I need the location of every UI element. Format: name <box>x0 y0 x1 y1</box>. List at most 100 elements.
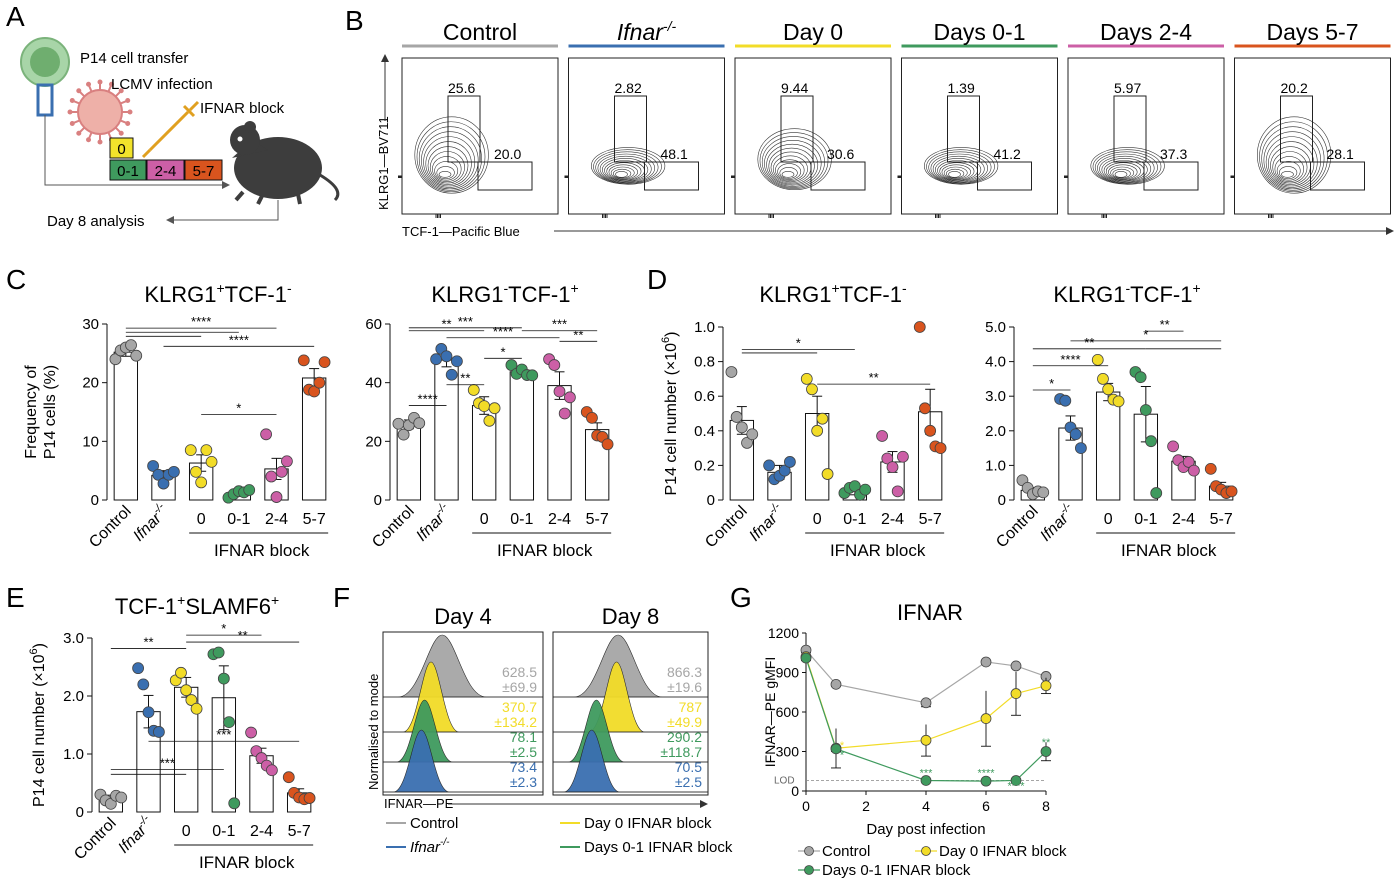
data-point-1 <box>1059 394 1072 407</box>
data-point-0 <box>397 428 410 441</box>
chart-title-D1: KLRG1+TCF-1- <box>759 280 907 307</box>
sig-label: **** <box>418 392 438 407</box>
y-tick-label: 0.4 <box>694 423 715 440</box>
flow-contour <box>923 147 999 185</box>
title-part: TCF-1 <box>508 282 570 307</box>
category-label-block: 5-7 <box>586 511 609 528</box>
data-point-3 <box>1145 435 1157 448</box>
data-point-3 <box>1134 371 1147 384</box>
legend-text: Day 0 IFNAR block <box>584 815 712 832</box>
legend-label-0: Control <box>410 815 458 832</box>
chart-title-G1: IFNAR <box>897 600 963 625</box>
category-label-block: 0 <box>813 511 822 528</box>
category-label-ifnar: Ifnar-/- <box>113 812 157 856</box>
mouse-icon <box>230 121 340 205</box>
data-point-4 <box>275 465 288 478</box>
g-sig-label: ** <box>1042 737 1051 749</box>
data-point-4 <box>881 452 894 465</box>
virus-spike-tip <box>127 109 133 115</box>
histogram-0-3 <box>383 729 543 793</box>
virus-spike-tip <box>86 137 92 143</box>
flow-contour <box>777 163 802 180</box>
series-point-0 <box>920 697 932 709</box>
g-x-tick-label: 2 <box>862 798 870 814</box>
flow-contour <box>1274 156 1305 182</box>
data-point-4 <box>876 430 888 442</box>
title-sup: - <box>287 280 292 296</box>
sig-label: ** <box>441 317 451 332</box>
flow-contour <box>615 171 628 178</box>
data-point-0 <box>746 428 759 441</box>
data-point-3 <box>217 672 230 685</box>
ylabel-line: P14 cells (%) <box>42 365 59 459</box>
series-point-0 <box>830 678 842 690</box>
ylabel-end: ) <box>31 643 48 648</box>
data-point-1 <box>1075 442 1087 455</box>
category-label-ifnar: Ifnar-/- <box>744 500 788 544</box>
gate-upper-4 <box>1113 95 1147 163</box>
y-tick-label: 30 <box>82 316 99 333</box>
bar-chart-D2: KLRG1-TCF-1+01.02.03.04.05.0 **********Co… <box>985 280 1238 560</box>
gate-upper-3 <box>947 95 980 163</box>
panel-b-x-arrowhead-icon <box>1386 227 1394 235</box>
series-line-2 <box>805 657 1047 782</box>
sig-label: **** <box>1060 352 1080 367</box>
data-point-5 <box>313 376 326 389</box>
data-point-1 <box>778 464 791 477</box>
legend-text: Days 0-1 IFNAR block <box>584 839 733 856</box>
panel-letter-g: G <box>730 582 752 613</box>
histogram-sd: ±49.9 <box>667 714 702 730</box>
data-point-4 <box>260 428 273 441</box>
data-point-5 <box>1204 462 1217 475</box>
virus-spike-tip <box>69 98 75 104</box>
timeline-line <box>44 115 225 186</box>
sig-label: **** <box>229 332 249 347</box>
data-point-0 <box>730 411 743 423</box>
data-point-4 <box>548 359 561 371</box>
gate-lower-1 <box>644 161 699 191</box>
panel-f-x-arrowhead-icon <box>700 800 708 808</box>
data-point-2 <box>483 414 496 427</box>
panel-letter-a: A <box>6 1 25 32</box>
ylabel-end: ) <box>663 332 680 337</box>
category-label-block: 2-4 <box>548 511 571 528</box>
flow-contour <box>766 143 819 186</box>
gate-upper-2 <box>780 95 814 163</box>
virus-spike-tip <box>97 79 103 85</box>
category-label-control: Control <box>86 503 134 551</box>
g-sig-label: *** <box>920 768 934 780</box>
histogram-sd: ±134.2 <box>494 714 537 730</box>
data-point-0 <box>115 791 128 804</box>
data-point-2 <box>1112 395 1125 408</box>
gate-upper-value-0: 25.6 <box>448 80 475 96</box>
sig-label: * <box>1049 376 1054 391</box>
data-point-3 <box>243 484 256 496</box>
gate-upper-value-1: 2.82 <box>615 80 642 96</box>
data-point-0 <box>741 437 753 449</box>
g-y-tick-label: 900 <box>776 665 800 681</box>
sig-label: * <box>1143 327 1148 342</box>
gate-upper-value-5: 20.2 <box>1281 80 1308 96</box>
sig-label: ** <box>460 371 470 386</box>
histogram-sd: ±2.3 <box>510 774 537 790</box>
flow-contour <box>429 151 465 184</box>
data-point-1 <box>137 678 150 691</box>
ylabel-sup: 6 <box>28 648 40 654</box>
title-sup: - <box>1125 280 1130 296</box>
data-point-4 <box>1167 440 1179 453</box>
gate-lower-value-1: 48.1 <box>661 146 688 162</box>
tcr-icon <box>36 83 54 117</box>
flow-plot-title-0: Control <box>443 19 517 45</box>
data-point-2 <box>190 702 203 715</box>
panel-f-xlabel: IFNAR—PE <box>384 796 454 811</box>
series-point-2 <box>1010 775 1022 786</box>
flow-contour <box>595 151 659 184</box>
flow-plot-title-2: Day 0 <box>783 19 843 45</box>
gate-upper-value-2: 9.44 <box>781 80 808 96</box>
data-point-0 <box>125 339 137 352</box>
flow-contour <box>772 155 808 183</box>
y-tick-label: 0.2 <box>694 457 715 474</box>
g-y-tick-label: 300 <box>776 744 800 760</box>
data-point-4 <box>1188 464 1200 477</box>
